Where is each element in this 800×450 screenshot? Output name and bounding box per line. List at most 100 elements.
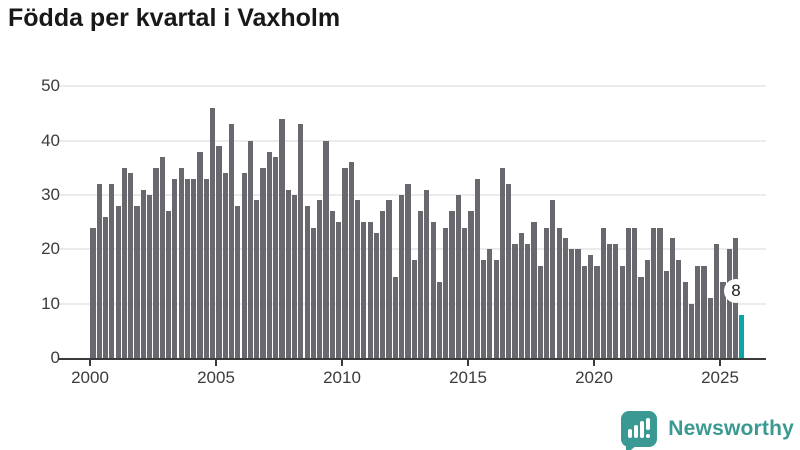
gridline [58,139,766,142]
bar [663,271,669,358]
highlight-bar [739,314,745,358]
bar [455,195,461,358]
bar [550,200,556,358]
logo-exclamation-icon [646,418,651,430]
bar [228,124,235,358]
bar [531,222,537,358]
bar [90,227,96,358]
bar [600,227,606,358]
bar [443,227,449,358]
bar [354,200,361,358]
latest-value-label: 8 [724,279,748,303]
bar [172,178,178,358]
bar [606,243,613,358]
latest-value-text: 8 [731,281,741,300]
bar [260,167,266,358]
bar [191,178,197,358]
bar [153,167,159,358]
bar [581,265,587,358]
bar [361,222,367,358]
bar [411,260,417,358]
bar [203,178,209,358]
x-axis-label: 2005 [197,368,235,387]
bar [285,189,291,358]
newsworthy-logo: Newsworthy [621,411,796,450]
bar [405,184,411,358]
logo-bar-icon [640,421,645,438]
bar [714,243,720,358]
logo-bar-icon [628,429,633,438]
bar [518,233,524,358]
bar [462,227,468,358]
x-axis-tick [467,360,469,366]
y-axis-label: 10 [41,293,60,313]
bar [638,276,644,358]
bar [109,184,115,358]
bar [392,276,398,358]
bar [329,211,335,358]
bar [304,205,310,358]
newsworthy-logo-icon [621,411,658,450]
bar [480,260,487,358]
bar [613,243,619,358]
bar [247,140,254,358]
bar [165,211,172,358]
bar [235,205,241,358]
bar [184,178,191,358]
y-axis-label: 30 [41,185,60,205]
bar [436,281,443,358]
x-axis-label: 2000 [71,368,109,387]
bar [216,146,222,358]
bar [720,281,726,358]
bar [556,227,562,358]
bar [688,303,695,358]
bar [449,211,455,358]
gridline [58,194,766,197]
bar [506,184,512,358]
bar [367,222,373,358]
bar [594,265,600,358]
bar [310,227,317,358]
x-axis-label: 2010 [323,368,361,387]
bar [707,298,713,358]
y-axis-label: 0 [50,348,60,367]
bar [575,249,581,358]
bar [499,167,506,358]
bar [128,173,134,358]
bar [386,200,392,358]
bar [525,243,531,358]
bar [147,195,153,358]
y-axis-label: 50 [41,76,60,96]
bar [588,254,594,358]
bar [102,216,109,358]
bar [317,200,323,358]
logo-bar-icon [634,425,639,438]
bar [644,260,650,358]
bar [373,233,380,358]
bar [254,200,260,358]
bar [625,227,632,358]
bar [115,205,121,358]
bar [134,205,140,358]
bar [342,167,348,358]
y-axis-label: 20 [41,239,60,259]
bar [241,173,247,358]
bar [399,195,405,358]
bar [487,249,493,358]
bar [632,227,638,358]
bar [474,178,480,358]
x-axis-tick [341,360,343,366]
x-axis-tick [719,360,721,366]
bar [619,265,625,358]
bar [651,227,657,358]
bar [266,151,272,358]
x-axis-tick [593,360,595,366]
gridline [58,248,766,251]
gridline [58,85,766,88]
x-axis-tick [89,360,91,366]
bar [701,265,707,358]
bar [537,265,543,358]
bar [493,260,499,358]
bar [569,249,575,358]
bar [222,173,228,358]
